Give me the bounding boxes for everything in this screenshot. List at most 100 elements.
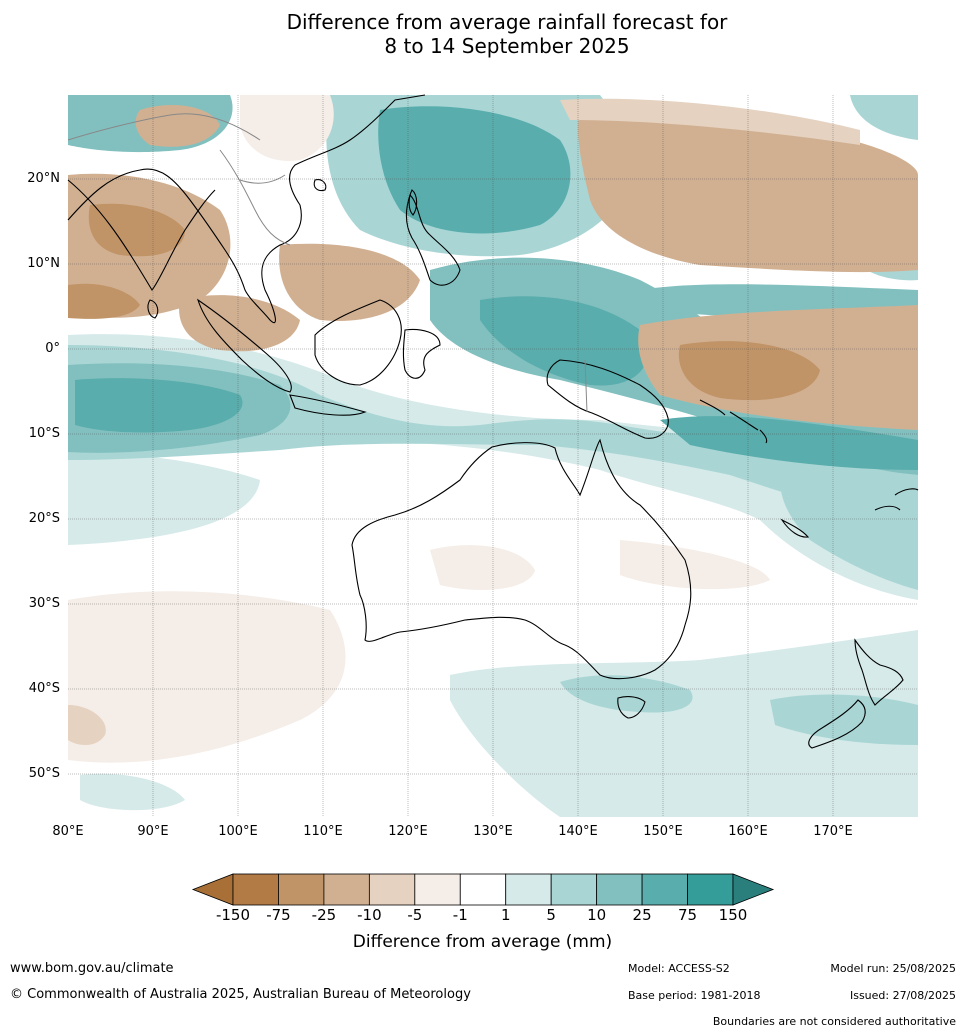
himalaya-brown (135, 105, 220, 147)
asia-mainland-coastline (67, 94, 426, 323)
lon-label: 120°E (388, 824, 428, 839)
footer-issued: Issued: 27/08/2025 (849, 989, 956, 1002)
colorbar-tick-label: 75 (677, 906, 698, 924)
colorbar-box (232, 873, 279, 906)
lon-label: 110°E (303, 824, 343, 839)
colorbar-box (505, 873, 552, 906)
lat-label: 10°S (28, 426, 60, 441)
sri-lanka-coastline (147, 299, 159, 319)
colorbar-tick-label: 10 (587, 906, 607, 924)
colorbar-tick-label: 5 (546, 906, 556, 924)
east-aus-brown (620, 540, 770, 590)
australia-coastline (351, 438, 692, 680)
colorbar-box (596, 873, 643, 906)
bay-of-bengal-brown (68, 283, 140, 319)
lon-label: 140°E (558, 824, 598, 839)
sulawesi-coastline (402, 328, 441, 379)
lat-label: 20°N (27, 171, 60, 186)
pacific-teal-east (780, 471, 918, 590)
title-line-2: 8 to 14 September 2025 (384, 34, 630, 58)
colorbar-box (323, 873, 370, 906)
colorbar-box (278, 873, 325, 906)
philippines-teal-core (378, 106, 571, 234)
colorbar-box (550, 873, 598, 906)
new-zealand-north (854, 638, 904, 706)
nz-teal-patch (770, 694, 918, 745)
china-light-brown (240, 95, 334, 161)
colorbar-tick-label: -25 (311, 906, 337, 924)
south-west-brown-patch (68, 705, 106, 745)
colorbar-tick-label: -10 (357, 906, 382, 924)
tasman-teal-patch (560, 675, 693, 713)
philippines-coastline (405, 193, 461, 286)
lat-label: 30°S (28, 596, 60, 611)
footer-base-period: Base period: 1981-2018 (628, 989, 761, 1002)
lon-label: 150°E (643, 824, 683, 839)
colorbar-tick-label: 1 (500, 906, 511, 924)
footer-model-run: Model run: 25/08/2025 (830, 962, 956, 975)
rainfall-field (68, 95, 918, 817)
footer-model: Model: ACCESS-S2 (628, 962, 730, 975)
png-teal-core (480, 296, 648, 386)
colorbar-box (414, 873, 461, 906)
indian-ocean-teal-deep (75, 378, 243, 433)
taiwan-coastline (408, 189, 418, 216)
colorbar-tick-label: -1 (452, 906, 468, 924)
map-title: Difference from average rainfall forecas… (0, 10, 965, 58)
lon-label: 80°E (52, 824, 84, 839)
lon-label: 90°E (137, 824, 169, 839)
solomon-islands (699, 399, 768, 444)
india-coastline (67, 179, 216, 291)
lon-label: 160°E (728, 824, 768, 839)
lat-label: 50°S (28, 766, 60, 781)
hainan-coastline (313, 179, 327, 192)
lat-label: 0° (45, 341, 60, 356)
colorbar-box (368, 873, 416, 906)
lat-label: 10°N (27, 256, 60, 271)
colorbar-tick-label: -5 (407, 906, 423, 924)
colorbar-box (459, 873, 507, 906)
java-coastline (289, 394, 367, 416)
colorbar-box (641, 873, 688, 906)
footer-copyright: © Commonwealth of Australia 2025, Austra… (10, 987, 471, 1002)
lat-label: 40°S (28, 681, 60, 696)
india-brown-core (88, 203, 185, 257)
colorbar (191, 873, 775, 906)
lon-label: 100°E (218, 824, 258, 839)
gridlines (68, 95, 918, 817)
footer-website: www.bom.gov.au/climate (10, 961, 174, 976)
title-line-1: Difference from average rainfall forecas… (286, 10, 728, 34)
pacific-brown-north-light (560, 98, 860, 145)
footer-disclaimer: Boundaries are not considered authoritat… (712, 1015, 956, 1028)
colorbar-max-arrow (732, 873, 775, 906)
australia-interior-brown (430, 545, 535, 590)
colorbar-tick-label: 25 (632, 906, 652, 924)
coral-sea-teal-core (660, 416, 918, 470)
colorbar-tick-label: 150 (718, 906, 748, 924)
colorbar-tick-label: -75 (266, 906, 291, 924)
tasmania-coastline (617, 696, 646, 719)
lon-label: 130°E (473, 824, 513, 839)
sumatra-coastline (196, 298, 292, 393)
colorbar-min-arrow (191, 873, 234, 906)
new-zealand-south (808, 699, 866, 749)
lat-label: 20°S (28, 511, 60, 526)
south-light-brown-area (68, 591, 346, 763)
new-caledonia (780, 518, 810, 538)
north-east-teal (850, 95, 918, 140)
colorbar-box (687, 873, 734, 906)
colorbar-tick-label: -150 (215, 906, 251, 924)
country-borders (67, 113, 588, 413)
coastlines (67, 94, 919, 749)
pacific-brown-south-core (678, 341, 820, 401)
colorbar-title: Difference from average (mm) (352, 932, 613, 952)
indian-ocean-teal (68, 453, 260, 545)
sumatra-brown (179, 295, 300, 352)
southern-ocean-teal (80, 773, 185, 811)
south-east-teal-area (450, 630, 918, 817)
fiji-islands (874, 488, 919, 511)
borneo-coastline (314, 299, 402, 386)
png-coastline (546, 359, 669, 439)
lon-label: 170°E (813, 824, 853, 839)
